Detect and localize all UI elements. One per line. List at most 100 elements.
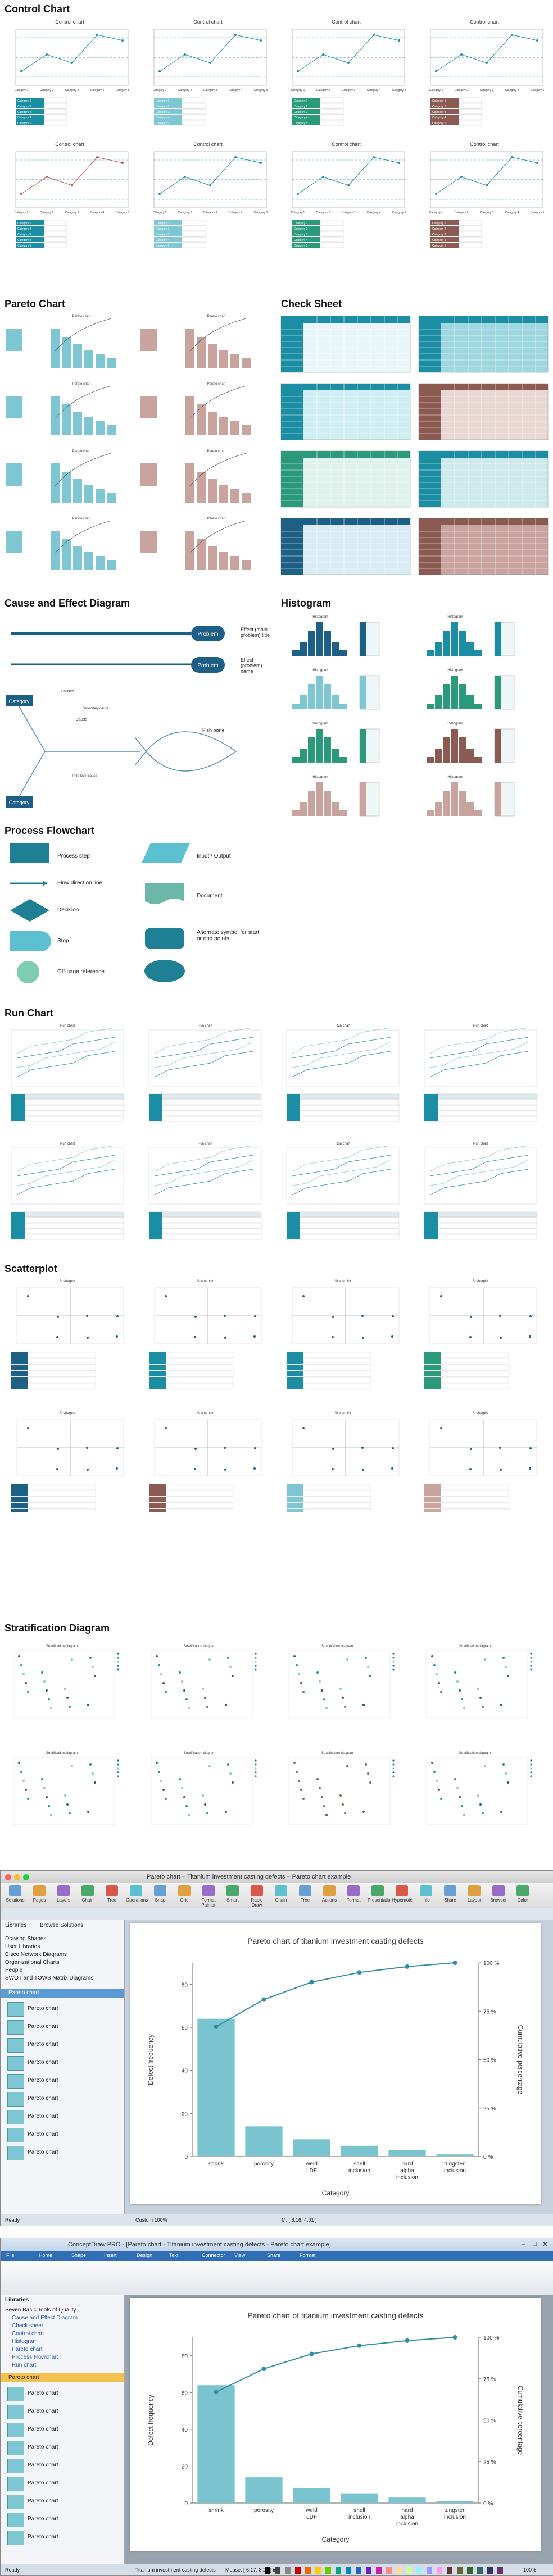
color-swatch[interactable] — [295, 2567, 301, 2574]
drawing-canvas[interactable]: Pareto chart of titanium investment cast… — [125, 1920, 553, 2214]
toolbar-button-layout[interactable]: Layout — [464, 1885, 484, 1905]
status-zoom[interactable]: Custom 100% — [135, 2217, 167, 2223]
toolbar-button-layers[interactable]: Layers — [53, 1885, 74, 1905]
color-swatch[interactable] — [336, 2567, 341, 2574]
ribbon-tab-share[interactable]: Share — [267, 2253, 281, 2258]
tree-item[interactable]: Pareto chart — [12, 2346, 43, 2352]
toolbar-button-tree[interactable]: Tree — [102, 1885, 122, 1905]
toolbar-button-chain[interactable]: Chain — [78, 1885, 98, 1905]
toolbar-button-format[interactable]: Format — [343, 1885, 364, 1905]
ribbon-tab-design[interactable]: Design — [137, 2253, 153, 2258]
ribbon-tab-format[interactable]: Format — [300, 2253, 316, 2258]
color-swatch[interactable] — [416, 2567, 422, 2574]
tree-item[interactable]: Histogram — [12, 2338, 38, 2345]
library-thumb[interactable] — [7, 2531, 24, 2545]
ribbon-tab-view[interactable]: View — [234, 2253, 246, 2258]
color-swatch[interactable] — [356, 2567, 361, 2574]
toolbar-button-tree[interactable]: Tree — [295, 1885, 315, 1905]
sidebar-item-org-charts[interactable]: Organizational Charts — [5, 1959, 60, 1966]
toolbar-button-solutions[interactable]: Solutions — [5, 1885, 25, 1905]
toolbar-button-actions[interactable]: Actions — [319, 1885, 339, 1905]
color-swatch[interactable] — [376, 2567, 382, 2574]
sidebar-item-user-libraries[interactable]: User Libraries — [5, 1944, 40, 1950]
minimize-icon[interactable]: – — [522, 2241, 525, 2247]
color-swatch[interactable] — [457, 2567, 463, 2574]
toolbar-button-operations[interactable]: Operations — [126, 1885, 148, 1905]
sidebar-item-people[interactable]: People — [5, 1967, 23, 1973]
color-swatch[interactable] — [396, 2567, 402, 2574]
toolbar-button-browser[interactable]: Browser — [488, 1885, 509, 1905]
library-thumb[interactable] — [7, 2056, 24, 2071]
color-swatch[interactable] — [437, 2567, 442, 2574]
color-swatch[interactable] — [285, 2567, 291, 2574]
color-swatch[interactable] — [325, 2567, 331, 2574]
color-swatch[interactable] — [265, 2567, 270, 2574]
toolbar-button-format-painter[interactable]: Format Painter — [198, 1885, 219, 1908]
color-swatch[interactable] — [477, 2567, 483, 2574]
color-swatch[interactable] — [275, 2567, 280, 2574]
toolbar-button-grid[interactable]: Grid — [174, 1885, 194, 1905]
library-thumb[interactable] — [7, 2477, 24, 2491]
tree-item[interactable]: Seven Basic Tools of Quality — [5, 2307, 76, 2313]
library-thumb[interactable] — [7, 2495, 24, 2509]
color-swatch[interactable] — [315, 2567, 321, 2574]
library-header-bar[interactable]: Pareto chart — [1, 1989, 124, 1998]
library-thumb[interactable] — [7, 2020, 24, 2035]
library-thumb[interactable] — [7, 2128, 24, 2142]
drawing-canvas-2[interactable]: Pareto chart of titanium investment cast… — [125, 2295, 553, 2564]
chart-page[interactable]: Pareto chart of titanium investment cast… — [130, 1923, 541, 2204]
sidebar-item-libraries[interactable]: Libraries — [5, 1922, 27, 1928]
color-swatch[interactable] — [447, 2567, 452, 2574]
sidebar-item-browse-solutions[interactable]: Browse Solutions — [40, 1922, 84, 1928]
ribbon-tab-insert[interactable]: Insert — [104, 2253, 117, 2258]
library-thumb[interactable] — [7, 2459, 24, 2473]
sidebar-item-cisco[interactable]: Cisco Network Diagrams — [5, 1952, 67, 1958]
status-page-2[interactable]: Titanium investment casting defects — [135, 2567, 216, 2573]
color-palette[interactable] — [265, 2564, 512, 2575]
library-thumb[interactable] — [7, 2513, 24, 2527]
toolbar-button-share[interactable]: Share — [440, 1885, 460, 1905]
minimize-window-icon[interactable] — [14, 1874, 20, 1880]
sidebar-item-drawing-shapes[interactable]: Drawing Shapes — [5, 1936, 47, 1942]
maximize-window-icon[interactable] — [23, 1874, 29, 1880]
color-swatch[interactable] — [305, 2567, 311, 2574]
library-thumb[interactable] — [7, 2038, 24, 2053]
toolbar-button-hypernote[interactable]: Hypernote — [392, 1885, 413, 1905]
ribbon-tab-text[interactable]: Text — [169, 2253, 179, 2258]
sidebar-item-swot[interactable]: SWOT and TOWS Matrix Diagrams — [5, 1975, 94, 1981]
library-thumb[interactable] — [7, 2092, 24, 2107]
color-swatch[interactable] — [386, 2567, 392, 2574]
tree-item[interactable]: Cause and Effect Diagram — [12, 2315, 78, 2321]
color-swatch[interactable] — [406, 2567, 412, 2574]
library-thumb[interactable] — [7, 2146, 24, 2160]
ribbon-tab-file[interactable]: File — [6, 2253, 15, 2258]
close-window-icon[interactable] — [5, 1874, 11, 1880]
library-thumb[interactable] — [7, 2423, 24, 2437]
color-swatch[interactable] — [497, 2567, 503, 2574]
tree-item[interactable]: Control chart — [12, 2331, 44, 2337]
close-icon[interactable]: ✕ — [542, 2240, 548, 2248]
ribbon-tab-home[interactable]: Home — [39, 2253, 53, 2258]
color-swatch[interactable] — [487, 2567, 493, 2574]
library-thumb[interactable] — [7, 2074, 24, 2089]
toolbar-button-presentation[interactable]: Presentation — [368, 1885, 393, 1905]
color-swatch[interactable] — [427, 2567, 432, 2574]
tree-item[interactable]: Check sheet — [12, 2323, 43, 2329]
maximize-icon[interactable]: □ — [533, 2241, 537, 2247]
library-header-bar-2[interactable]: Pareto chart — [1, 2373, 124, 2382]
chart-page-2[interactable]: Pareto chart of titanium investment cast… — [130, 2298, 541, 2551]
tree-item[interactable]: Process Flowchart — [12, 2354, 58, 2360]
toolbar-button-pages[interactable]: Pages — [29, 1885, 49, 1905]
color-swatch[interactable] — [366, 2567, 371, 2574]
library-thumb[interactable] — [7, 2441, 24, 2455]
ribbon-tab-connector[interactable]: Connector — [202, 2253, 225, 2258]
color-swatch[interactable] — [346, 2567, 351, 2574]
tree-item[interactable]: Run chart — [12, 2362, 37, 2368]
library-thumb[interactable] — [7, 2405, 24, 2419]
status-zoom-2[interactable]: 100% — [523, 2567, 537, 2573]
toolbar-button-color[interactable]: Color — [513, 1885, 533, 1905]
library-thumb[interactable] — [7, 2387, 24, 2401]
toolbar-button-rapid-draw[interactable]: Rapid Draw — [247, 1885, 267, 1908]
library-thumb[interactable] — [7, 2002, 24, 2017]
ribbon-tab-shape[interactable]: Shape — [71, 2253, 87, 2258]
